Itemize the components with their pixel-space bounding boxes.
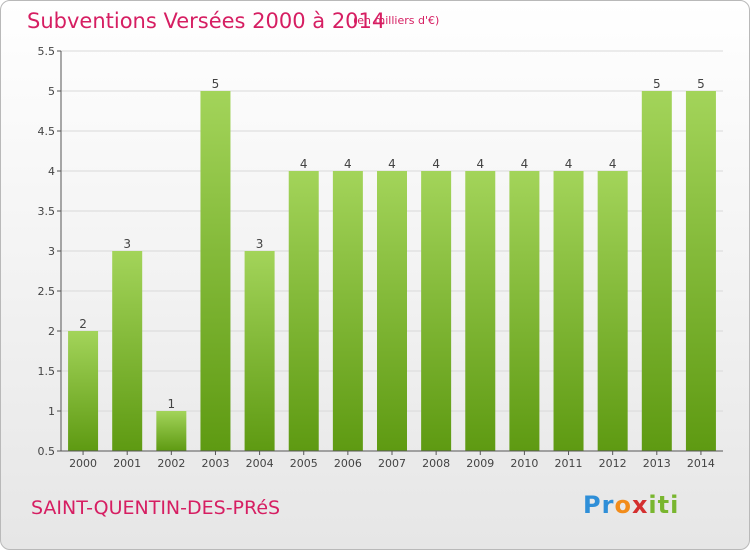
- commune-name: SAINT-QUENTIN-DES-PRéS: [31, 497, 281, 519]
- y-tick-label: 2.5: [38, 285, 56, 298]
- bar: [288, 171, 319, 451]
- x-tick-label: 2002: [157, 457, 185, 470]
- bar: [685, 91, 716, 451]
- bar-value-label: 5: [697, 77, 705, 91]
- bar: [597, 171, 628, 451]
- x-tick-label: 2009: [466, 457, 494, 470]
- bar-value-label: 4: [388, 157, 396, 171]
- y-tick-label: 1: [48, 405, 55, 418]
- x-tick-label: 2004: [246, 457, 274, 470]
- bar: [465, 171, 496, 451]
- bar: [112, 251, 143, 451]
- bar: [156, 411, 187, 451]
- x-tick-label: 2003: [201, 457, 229, 470]
- bar-value-label: 4: [565, 157, 573, 171]
- bar-value-label: 4: [344, 157, 352, 171]
- bar-value-label: 5: [212, 77, 220, 91]
- bar: [509, 171, 540, 451]
- x-tick-label: 2006: [334, 457, 362, 470]
- chart-title: Subventions Versées 2000 à 2014: [27, 9, 386, 33]
- bar-value-label: 4: [521, 157, 529, 171]
- y-tick-label: 5: [48, 85, 55, 98]
- y-tick-label: 3: [48, 245, 55, 258]
- x-tick-label: 2000: [69, 457, 97, 470]
- bar-value-label: 4: [476, 157, 484, 171]
- x-tick-label: 2014: [687, 457, 715, 470]
- bar-value-label: 4: [300, 157, 308, 171]
- bar: [200, 91, 231, 451]
- y-tick-label: 0.5: [38, 445, 56, 458]
- x-tick-label: 2011: [555, 457, 583, 470]
- y-tick-label: 5.5: [38, 45, 56, 58]
- bar-value-label: 2: [79, 317, 87, 331]
- y-tick-label: 3.5: [38, 205, 56, 218]
- x-tick-label: 2010: [510, 457, 538, 470]
- chart-unit: (en milliers d'€): [353, 14, 440, 27]
- y-tick-label: 2: [48, 325, 55, 338]
- bar-value-label: 4: [609, 157, 617, 171]
- bar: [244, 251, 275, 451]
- x-tick-label: 2008: [422, 457, 450, 470]
- bar: [421, 171, 452, 451]
- bar: [641, 91, 672, 451]
- bar-value-label: 3: [123, 237, 131, 251]
- x-tick-label: 2012: [599, 457, 627, 470]
- proxiti-logo: Proxiti: [583, 491, 680, 519]
- y-tick-label: 1.5: [38, 365, 56, 378]
- x-tick-label: 2001: [113, 457, 141, 470]
- y-tick-label: 4.5: [38, 125, 56, 138]
- bar-value-label: 1: [168, 397, 176, 411]
- x-tick-label: 2007: [378, 457, 406, 470]
- bar: [68, 331, 99, 451]
- bar: [332, 171, 363, 451]
- x-tick-label: 2005: [290, 457, 318, 470]
- bar: [553, 171, 584, 451]
- bar-value-label: 3: [256, 237, 264, 251]
- bar: [377, 171, 407, 451]
- x-tick-label: 2013: [643, 457, 671, 470]
- bar-value-label: 4: [432, 157, 440, 171]
- bar-value-label: 5: [653, 77, 661, 91]
- y-tick-label: 4: [48, 165, 55, 178]
